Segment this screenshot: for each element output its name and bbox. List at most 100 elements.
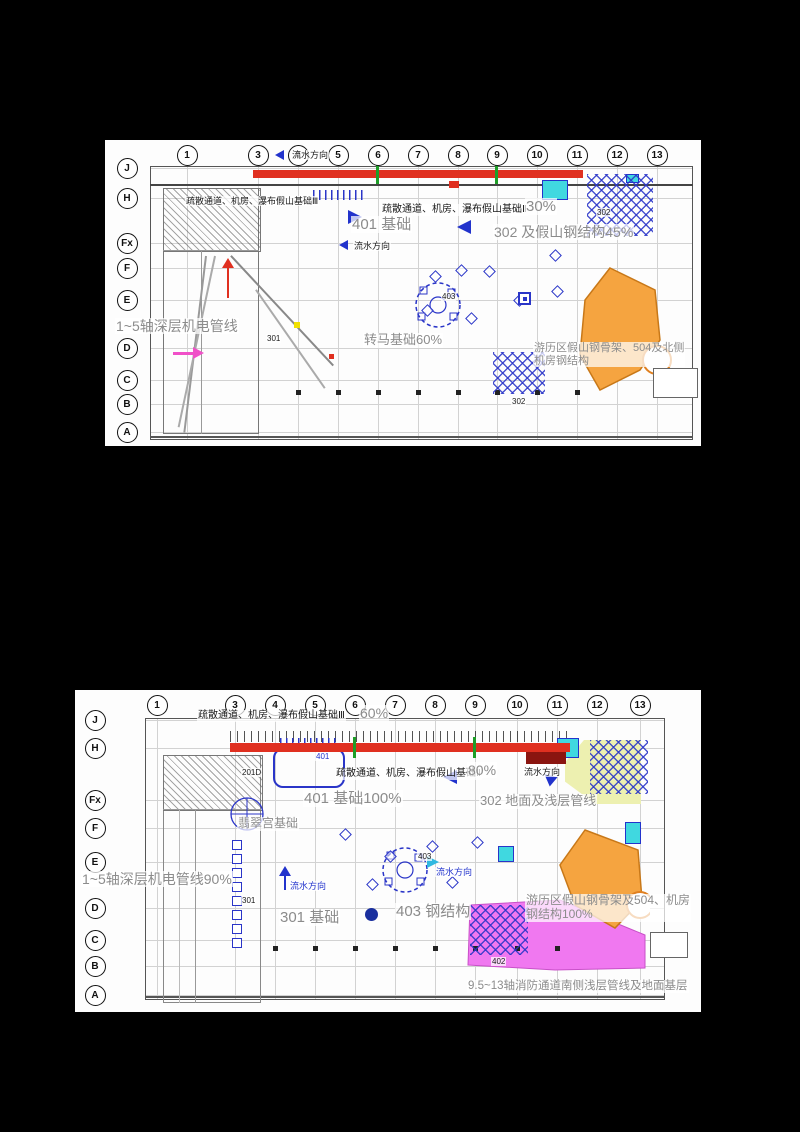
grid-line-row-D [150, 348, 693, 349]
flow-arrow-icon [339, 240, 348, 250]
annotation-flow-direction-left: 流水方向 [289, 881, 328, 892]
south-wall-line [150, 436, 693, 438]
annotation-flow-direction-topright: 流水方向 [523, 767, 562, 778]
column-dot [456, 390, 461, 395]
annotation-label-302-top: 302 [596, 208, 612, 218]
grid-line-column-1 [187, 166, 188, 440]
yellow-marker-dot [294, 322, 300, 328]
annotation-evac-foundation-3-pct: 60% [359, 705, 390, 722]
grid-bubble-row-B: B [84, 955, 106, 977]
flow-arrow-up-icon [279, 866, 291, 876]
building-inner-line [201, 250, 202, 434]
annotation-label-401: 401 [315, 752, 331, 762]
grid-bubble-column-13: 13 [646, 144, 668, 166]
foundation-cell [232, 840, 242, 850]
column-dot [416, 390, 421, 395]
annotation-flow-direction-mid: 流水方向 [353, 241, 392, 252]
red-arrow-stem [227, 268, 229, 298]
annotation-evac-foundation-2-pct: 80% [467, 762, 498, 779]
annotation-label-301: 301 [266, 334, 282, 344]
column-dot [555, 946, 560, 951]
foundation-cell [232, 910, 242, 920]
column-dot [313, 946, 318, 951]
grid-line-column-6 [355, 718, 356, 1000]
grid-bubble-row-E: E [84, 851, 106, 873]
red-marker-dot [329, 354, 334, 359]
column-dot [376, 390, 381, 395]
grid-line-row-C [145, 940, 665, 941]
annotation-tour-area-rockery: 游历区假山钢骨架、504及北侧 机房钢结构 [533, 342, 686, 368]
grid-line-row-A [150, 432, 693, 433]
cyan-pool-mid [625, 822, 641, 844]
grid-line-column-7 [395, 718, 396, 1000]
annotation-steel-403: 403 钢结构 [395, 903, 472, 921]
annotation-ground-shallow-302: 302 地面及浅层管线 [479, 793, 598, 809]
column-dot [393, 946, 398, 951]
south-wall-line [145, 996, 665, 998]
grid-bubble-column-12: 12 [586, 694, 608, 716]
plan-outline [150, 166, 693, 440]
foundation-cell [232, 868, 242, 878]
annotation-foundation-401: 401 基础 [351, 216, 413, 234]
waterfall-comb [313, 190, 363, 200]
annotation-rockery-steel-302: 302 及假山钢结构45% [493, 224, 635, 241]
annotation-axis-1-5-pipeline: 1~5轴深层机电管线 [115, 318, 239, 335]
flow-arrow-icon [457, 220, 471, 234]
grid-line-column-9 [497, 166, 498, 440]
north-wall-line [150, 184, 693, 186]
grid-line-column-11 [577, 166, 578, 440]
annotation-axis-9-13-firelane: 9.5~13轴消防通道南侧浅层管线及地面基层 [467, 980, 689, 994]
grid-bubble-row-C: C [84, 929, 106, 951]
grid-line-row-Fx [145, 800, 665, 801]
grid-bubble-column-6: 6 [367, 144, 389, 166]
column-dot [336, 390, 341, 395]
grid-line-column-1 [157, 718, 158, 1000]
grid-bubble-column-10: 10 [526, 144, 548, 166]
grid-line-column-5 [315, 718, 316, 1000]
grid-bubble-column-8: 8 [447, 144, 469, 166]
carousel-plan [415, 282, 461, 328]
green-tick [376, 164, 379, 184]
side-annex [650, 932, 688, 958]
red-progress-bar [253, 170, 583, 178]
grid-line-row-F [150, 268, 693, 269]
foundation-cell [232, 924, 242, 934]
grid-bubble-column-9: 9 [486, 144, 508, 166]
grid-line-column-13 [640, 718, 641, 1000]
foundation-cell [232, 854, 242, 864]
building-inner-line [179, 809, 180, 1003]
grid-bubble-row-D: D [84, 897, 106, 919]
building-inner-line [195, 809, 196, 1003]
grid-bubble-column-11: 11 [546, 694, 568, 716]
annotation-jade-palace-foundation: 翡翠宫基础 [237, 816, 300, 831]
annotation-foundation-401-pct: 401 基础100% [303, 790, 403, 808]
grid-line-column-11 [557, 718, 558, 1000]
node-square [518, 292, 531, 305]
teal-square [498, 846, 514, 862]
column-dot [575, 390, 580, 395]
red-progress-bar [230, 743, 570, 752]
annotation-label-402: 402 [491, 957, 507, 967]
grid-line-column-7 [418, 166, 419, 440]
side-annex [653, 368, 698, 398]
plan-outline [145, 718, 665, 1000]
green-tick [353, 737, 356, 758]
grid-line-row-E [150, 300, 693, 301]
grid-bubble-column-7: 7 [407, 144, 429, 166]
annotation-tour-area-rockery: 游历区假山钢骨架及504、机房 钢结构100% [525, 893, 692, 922]
grid-line-row-A [145, 995, 665, 996]
foundation-cell [232, 882, 242, 892]
annotation-evac-foundation-3: 疏散通道、机房、瀑布假山基础Ⅲ [197, 710, 346, 722]
annotation-evac-foundation-3: 疏散通道、机房、瀑布假山基础Ⅲ [185, 196, 320, 207]
grid-bubble-column-1: 1 [176, 144, 198, 166]
grid-bubble-row-E: E [116, 289, 138, 311]
green-tick [473, 737, 476, 758]
grid-bubble-column-12: 12 [606, 144, 628, 166]
existing-rooms-hatch [163, 755, 263, 811]
annotation-flow-direction-mid: 流水方向 [435, 867, 474, 878]
grid-bubble-column-7: 7 [384, 694, 406, 716]
grid-line-row-B [145, 966, 665, 967]
annotation-evac-foundation-2: 疏散通道、机房、瀑布假山基础Ⅱ [381, 204, 528, 216]
grid-bubble-row-H: H [116, 187, 138, 209]
